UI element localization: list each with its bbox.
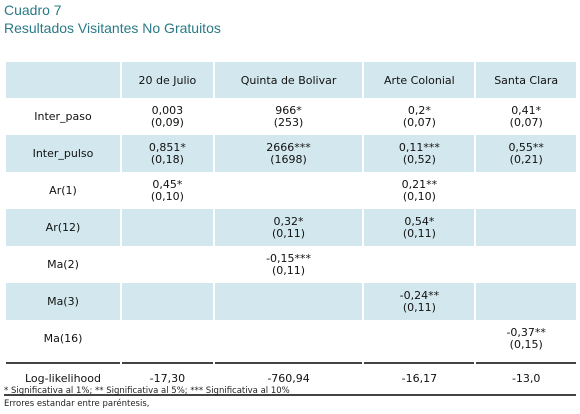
std-error: (253)	[273, 115, 304, 129]
std-error: (0,18)	[150, 152, 184, 166]
header-cell: Quinta de Bolivar	[212, 62, 364, 98]
std-error: (0,11)	[272, 263, 306, 277]
std-error: (1698)	[270, 152, 307, 166]
cell: -16,17	[362, 362, 476, 396]
coefficient: 0,11***	[398, 140, 440, 154]
coefficient: -0,37**	[506, 325, 546, 339]
coefficient: 0,54*	[404, 214, 435, 228]
cell: 0,21** (0,10)	[362, 172, 476, 209]
cell: -0,24** (0,11)	[362, 283, 476, 320]
cell: -0,37** (0,15)	[474, 320, 576, 357]
spacer	[4, 357, 576, 363]
coefficient: 0,851*	[148, 140, 186, 154]
row: Ma(2) -0,15*** (0,11)	[4, 246, 576, 283]
cell	[474, 209, 576, 246]
spacer-cell	[4, 357, 121, 363]
coefficient: 0,003	[151, 103, 184, 117]
row-label: Ar(12)	[4, 209, 121, 246]
header-cell	[4, 62, 121, 98]
cell	[474, 246, 576, 283]
cell	[474, 172, 576, 209]
results-table: 20 de Julio Quinta de Bolivar Arte Colonia…	[4, 62, 576, 396]
row: Inter_paso 0,003 (0,09) 966* (253) 0,2* (0,07)…	[4, 98, 576, 135]
std-error: (0,10)	[150, 189, 184, 203]
std-error: (0,52)	[402, 152, 436, 166]
row-label: Ma(16)	[4, 320, 121, 357]
row: Inter_pulso 0,851* (0,18) 2666*** (1698) 0,11…	[4, 135, 576, 172]
coefficient: -0,24**	[399, 288, 440, 302]
row-label: Ar(1)	[4, 172, 121, 209]
cell	[120, 320, 214, 357]
cell	[212, 320, 364, 357]
coefficient: 966*	[275, 103, 302, 117]
coefficient: 0,21**	[401, 177, 438, 191]
footnote: * Significativa al 1%; ** Significativa …	[4, 386, 290, 396]
std-error: (0,10)	[402, 189, 436, 203]
title: Cuadro 7	[4, 2, 62, 18]
std-error: (0,11)	[402, 226, 436, 240]
cell	[362, 246, 476, 283]
coefficient: 2666***	[266, 140, 311, 154]
row: Ma(16) -0,37** (0,15)	[4, 320, 576, 357]
row-label: Ma(2)	[4, 246, 121, 283]
cell: -17,30	[120, 362, 214, 396]
footnote: Errores estandar entre paréntesis,	[4, 399, 150, 409]
row: Ma(3) -0,24** (0,11)	[4, 283, 576, 320]
cell: 0,2* (0,07)	[362, 98, 476, 135]
row-label: Inter_paso	[4, 98, 121, 135]
cell	[120, 209, 214, 246]
cell: 2666*** (1698)	[212, 135, 364, 172]
cell: -760,94	[212, 362, 364, 396]
std-error: (0,15)	[509, 337, 543, 351]
header-cell: Arte Colonial	[362, 62, 476, 98]
row: Ar(12) 0,32* (0,11) 0,54* (0,11)	[4, 209, 576, 246]
row-label: Log-likelihood	[4, 362, 121, 396]
coefficient: 0,55**	[508, 140, 544, 154]
coefficient: 0,2*	[407, 103, 431, 117]
coefficient: 0,32*	[273, 214, 304, 228]
cell: 0,11*** (0,52)	[362, 135, 476, 172]
header-cell: Santa Clara	[474, 62, 576, 98]
cell: 0,851* (0,18)	[120, 135, 214, 172]
loglik-row: Log-likelihood -17,30 -760,94 -16,17 -13,0	[4, 362, 576, 396]
cell	[120, 246, 214, 283]
subtitle: Resultados Visitantes No Gratuitos	[4, 20, 221, 36]
cell	[362, 320, 476, 357]
std-error: (0,11)	[272, 226, 306, 240]
std-error: (0,07)	[509, 115, 543, 129]
cell: -0,15*** (0,11)	[212, 246, 364, 283]
cell: 0,45* (0,10)	[120, 172, 214, 209]
cell: 966* (253)	[212, 98, 364, 135]
spacer-cell	[212, 357, 364, 363]
cell	[120, 283, 214, 320]
spacer-cell	[362, 357, 476, 363]
cell: 0,55** (0,21)	[474, 135, 576, 172]
std-error: (0,21)	[509, 152, 543, 166]
cell	[474, 283, 576, 320]
header-row: 20 de Julio Quinta de Bolivar Arte Colonia…	[4, 62, 576, 98]
cell	[212, 172, 364, 209]
cell	[212, 283, 364, 320]
cell: 0,003 (0,09)	[120, 98, 214, 135]
row: Ar(1) 0,45* (0,10) 0,21** (0,10)	[4, 172, 576, 209]
cell: 0,54* (0,11)	[362, 209, 476, 246]
spacer-cell	[120, 357, 214, 363]
cell: -13,0	[474, 362, 576, 396]
coefficient: 0,45*	[152, 177, 183, 191]
row-label: Ma(3)	[4, 283, 121, 320]
std-error: (0,07)	[402, 115, 436, 129]
coefficient: -0,15***	[266, 251, 312, 265]
row-label: Inter_pulso	[4, 135, 121, 172]
spacer-cell	[474, 357, 576, 363]
cell: 0,32* (0,11)	[212, 209, 364, 246]
header-cell: 20 de Julio	[120, 62, 214, 98]
cell: 0,41* (0,07)	[474, 98, 576, 135]
std-error: (0,11)	[402, 300, 436, 314]
coefficient: 0,41*	[511, 103, 542, 117]
std-error: (0,09)	[150, 115, 184, 129]
